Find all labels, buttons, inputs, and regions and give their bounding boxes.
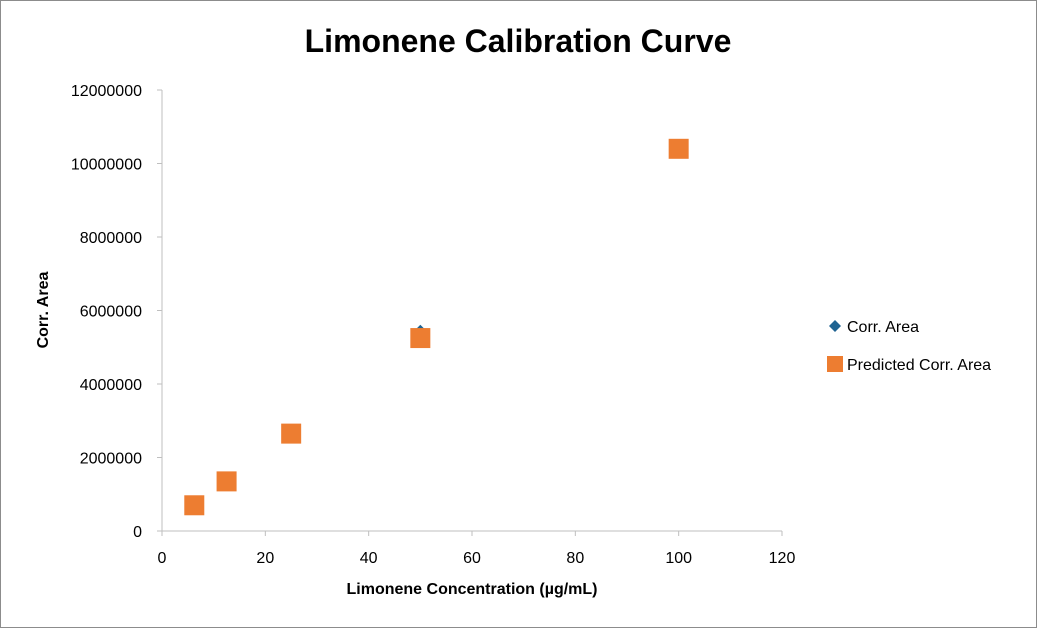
y-tick-label: 12000000	[71, 83, 142, 100]
predicted-corr-area-point	[184, 495, 205, 516]
x-tick-group: 0 20 40 60 80 100 120	[158, 531, 796, 567]
predicted-corr-area-point	[410, 328, 431, 349]
y-axis-title: Corr. Area	[35, 272, 52, 349]
predicted-corr-area-point	[216, 471, 237, 492]
y-tick-label: 4000000	[80, 377, 142, 394]
y-tick-group: 0 2000000 4000000 6000000 8000000 10000000 120…	[71, 83, 162, 541]
x-tick-label: 120	[769, 550, 796, 567]
x-tick-label: 100	[665, 550, 692, 567]
y-tick-label: 2000000	[80, 451, 142, 468]
legend-label-predicted: Predicted Corr. Area	[847, 357, 991, 374]
x-tick-label: 60	[463, 550, 481, 567]
legend-label-corr-area: Corr. Area	[847, 319, 919, 336]
y-tick-label: 10000000	[71, 157, 142, 174]
x-tick-label: 0	[158, 550, 167, 567]
predicted-corr-area-point	[281, 423, 302, 444]
y-tick-label: 8000000	[80, 230, 142, 247]
x-axis-title: Limonene Concentration (µg/mL)	[347, 581, 598, 598]
y-tick-label: 6000000	[80, 304, 142, 321]
axes	[161, 90, 782, 532]
x-tick-label: 40	[360, 550, 378, 567]
x-tick-label: 80	[566, 550, 584, 567]
y-tick-label: 0	[133, 524, 142, 541]
legend-marker-corr-area	[829, 320, 841, 332]
chart-title: Limonene Calibration Curve	[305, 23, 732, 59]
predicted-corr-area-point	[668, 138, 689, 159]
legend: Corr. Area Predicted Corr. Area	[827, 319, 991, 374]
legend-marker-predicted	[827, 356, 843, 372]
x-tick-label: 20	[256, 550, 274, 567]
plot-area	[184, 138, 689, 516]
